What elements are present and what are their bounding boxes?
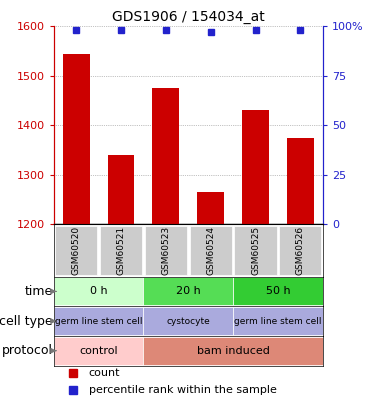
FancyBboxPatch shape bbox=[54, 337, 144, 364]
Text: cell type: cell type bbox=[0, 315, 53, 328]
Text: GSM60521: GSM60521 bbox=[116, 226, 125, 275]
Text: protocol: protocol bbox=[2, 344, 53, 357]
FancyBboxPatch shape bbox=[233, 277, 323, 305]
Text: 0 h: 0 h bbox=[90, 286, 108, 296]
FancyBboxPatch shape bbox=[54, 277, 144, 305]
Text: percentile rank within the sample: percentile rank within the sample bbox=[89, 385, 277, 394]
Text: GSM60523: GSM60523 bbox=[161, 226, 170, 275]
Text: time: time bbox=[24, 285, 53, 298]
Text: GSM60525: GSM60525 bbox=[251, 226, 260, 275]
FancyBboxPatch shape bbox=[234, 226, 277, 275]
Bar bbox=[242, 110, 269, 405]
Text: bam induced: bam induced bbox=[197, 346, 270, 356]
FancyBboxPatch shape bbox=[145, 226, 187, 275]
FancyBboxPatch shape bbox=[55, 226, 97, 275]
Bar bbox=[287, 138, 314, 405]
Text: GSM60524: GSM60524 bbox=[206, 226, 215, 275]
Text: count: count bbox=[89, 368, 120, 378]
FancyBboxPatch shape bbox=[144, 337, 323, 364]
Text: GSM60520: GSM60520 bbox=[72, 226, 81, 275]
Bar bbox=[63, 53, 90, 405]
Text: GSM60526: GSM60526 bbox=[296, 226, 305, 275]
Text: control: control bbox=[79, 346, 118, 356]
Bar bbox=[197, 192, 224, 405]
Text: 50 h: 50 h bbox=[266, 286, 290, 296]
Text: germ line stem cell: germ line stem cell bbox=[55, 317, 142, 326]
Text: cystocyte: cystocyte bbox=[167, 317, 210, 326]
Text: germ line stem cell: germ line stem cell bbox=[234, 317, 322, 326]
FancyBboxPatch shape bbox=[100, 226, 142, 275]
FancyBboxPatch shape bbox=[54, 307, 144, 335]
FancyBboxPatch shape bbox=[144, 277, 233, 305]
FancyBboxPatch shape bbox=[279, 226, 321, 275]
FancyBboxPatch shape bbox=[190, 226, 232, 275]
Bar bbox=[152, 88, 179, 405]
Bar bbox=[108, 155, 134, 405]
FancyBboxPatch shape bbox=[233, 307, 323, 335]
FancyBboxPatch shape bbox=[144, 307, 233, 335]
Title: GDS1906 / 154034_at: GDS1906 / 154034_at bbox=[112, 10, 265, 24]
Text: 20 h: 20 h bbox=[176, 286, 201, 296]
